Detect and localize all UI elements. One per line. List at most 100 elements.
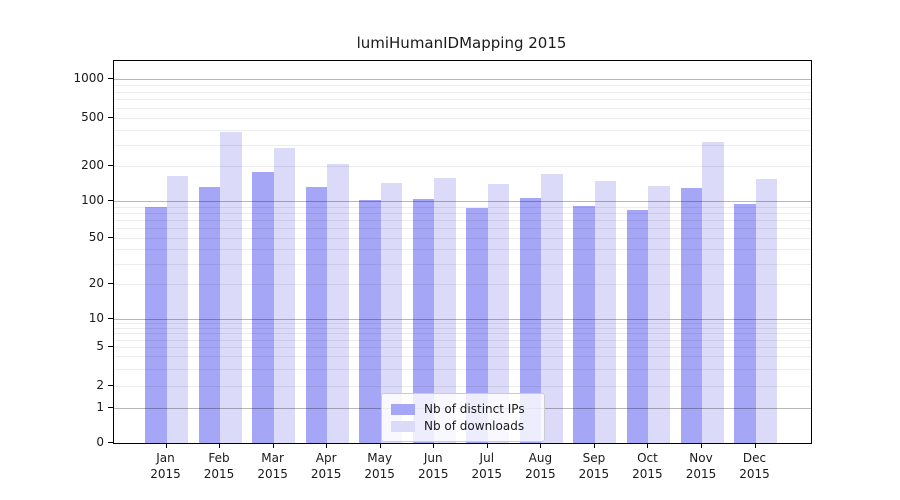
gridline-minor [114, 249, 811, 251]
gridline-minor [114, 386, 811, 387]
legend-item-distinct-ips: Nb of distinct IPs [391, 401, 535, 417]
gridline-minor [114, 339, 811, 341]
bar-downloads [648, 185, 670, 443]
gridline-minor [114, 368, 811, 370]
y-tick-label: 1000 [73, 71, 104, 85]
bar-distinct-ips [573, 206, 595, 443]
x-tick-label-year: 2015 [471, 467, 503, 481]
x-tick-label-year: 2015 [150, 467, 181, 481]
x-tick [379, 443, 381, 448]
x-tick-label: Apr 2015 [294, 450, 358, 482]
y-tick-label: 500 [81, 110, 104, 124]
bar-downloads [594, 181, 617, 443]
y-tick-label: 1 [96, 400, 104, 414]
gridline-minor [114, 328, 811, 329]
bar-distinct-ips [466, 207, 488, 443]
y-tick [108, 346, 113, 347]
x-tick [272, 443, 274, 448]
bar-distinct-ips [519, 198, 542, 443]
y-tick [108, 318, 113, 319]
bar-distinct-ips [359, 200, 381, 443]
gridline-minor [114, 228, 811, 230]
y-tick-label: 50 [88, 230, 104, 244]
y-tick [108, 117, 113, 118]
x-tick-label: Feb 2015 [187, 450, 251, 482]
x-tick [219, 443, 221, 448]
y-tick-label: 200 [81, 158, 104, 172]
x-tick-label-year: 2015 [310, 467, 342, 481]
bar-distinct-ips [252, 171, 274, 443]
x-tick-label: May 2015 [348, 450, 412, 482]
gridline-minor [114, 91, 811, 93]
x-tick-label-year: 2015 [739, 467, 770, 481]
gridline-minor [114, 212, 811, 214]
y-tick-label: 0 [96, 435, 104, 449]
x-tick [326, 443, 328, 448]
plot-area: Nb of distinct IPs Nb of downloads [113, 60, 812, 444]
bar-downloads [380, 182, 403, 443]
y-tick [108, 237, 113, 238]
y-tick [108, 165, 113, 166]
x-tick-label: Oct 2015 [615, 450, 679, 482]
x-tick-label: Mar 2015 [241, 450, 305, 482]
y-tick [108, 283, 113, 284]
x-tick-label-year: 2015 [525, 467, 556, 481]
x-tick-label: Jun 2015 [401, 450, 465, 482]
gridline-minor [114, 107, 811, 109]
x-tick-label-year: 2015 [203, 467, 235, 481]
gridline-minor [114, 220, 811, 222]
gridline-minor [114, 263, 811, 265]
gridline-major [114, 79, 811, 80]
y-tick [108, 385, 113, 386]
x-tick [647, 443, 649, 448]
bar-distinct-ips [680, 187, 702, 443]
x-tick-label: Jul 2015 [455, 450, 519, 482]
gridline-minor [114, 323, 811, 325]
gridline-minor [114, 99, 811, 101]
bar-distinct-ips [734, 204, 756, 443]
bar-downloads [487, 184, 510, 443]
bar-downloads [327, 164, 349, 443]
gridline-minor [114, 284, 811, 285]
x-tick [433, 443, 435, 448]
x-tick-label: Jan 2015 [134, 450, 198, 482]
gridline-minor [114, 166, 811, 167]
gridline-major [114, 319, 811, 320]
bar-distinct-ips [198, 186, 221, 443]
x-tick [165, 443, 167, 448]
x-tick [486, 443, 488, 448]
gridline-minor [114, 347, 811, 348]
y-tick-label: 5 [96, 339, 104, 353]
bar-distinct-ips [145, 207, 167, 443]
gridline-minor [114, 238, 811, 239]
bar-downloads [702, 142, 724, 443]
x-tick-label-year: 2015 [685, 467, 717, 481]
y-tick-label: 10 [88, 311, 104, 325]
x-tick [701, 443, 702, 448]
gridline-minor [114, 356, 811, 358]
bar-distinct-ips [626, 210, 649, 443]
bar-distinct-ips [412, 198, 435, 443]
bar-downloads [220, 132, 242, 443]
legend-label-distinct-ips: Nb of distinct IPs [424, 402, 525, 416]
x-tick-label-year: 2015 [417, 467, 449, 481]
x-tick-label-year: 2015 [632, 467, 663, 481]
legend-swatch-distinct-ips-icon [391, 403, 415, 415]
gridline-minor [114, 118, 811, 119]
bar-downloads [273, 148, 296, 443]
x-tick-label-year: 2015 [364, 467, 395, 481]
bar-downloads [755, 178, 778, 443]
x-tick-label: Dec 2015 [723, 450, 787, 482]
x-tick [754, 443, 756, 448]
bar-downloads [541, 174, 563, 443]
gridline-minor [114, 129, 811, 131]
gridline-major [114, 201, 811, 202]
legend-label-downloads: Nb of downloads [424, 419, 525, 433]
x-tick-label-year: 2015 [257, 467, 288, 481]
y-tick [108, 200, 113, 201]
gridline-minor [114, 84, 811, 86]
y-tick [108, 78, 113, 79]
bar-distinct-ips [305, 186, 328, 443]
gridline-minor [114, 333, 811, 335]
